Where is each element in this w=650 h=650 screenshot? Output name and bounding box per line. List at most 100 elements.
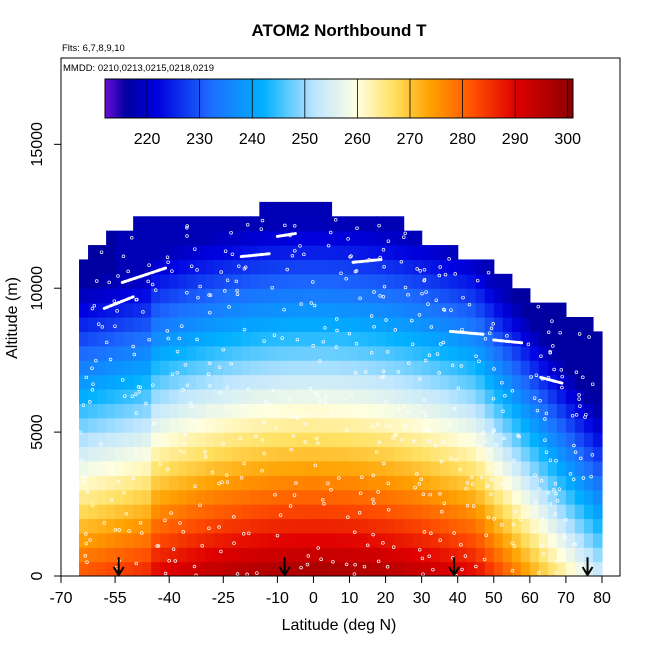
heat-cell	[223, 475, 233, 491]
heat-cell	[547, 460, 558, 476]
colorbar-cell	[325, 79, 329, 118]
heat-cell	[286, 288, 297, 304]
sample-point	[403, 423, 408, 428]
sample-point	[353, 562, 357, 567]
sample-point	[299, 565, 303, 570]
heat-cell	[124, 345, 134, 361]
heat-cell	[421, 317, 432, 332]
heat-cell	[241, 345, 251, 361]
sample-point	[81, 403, 86, 407]
heat-cell	[124, 489, 134, 505]
heat-cell	[142, 331, 152, 347]
heat-cell	[142, 547, 152, 563]
heat-cell	[115, 547, 125, 563]
heat-cell	[160, 561, 170, 576]
sample-point	[393, 328, 398, 332]
heat-cell	[286, 374, 297, 390]
sample-point	[84, 532, 88, 536]
heat-cell	[430, 331, 441, 347]
heat-cell	[547, 475, 558, 491]
heat-cell	[475, 403, 486, 419]
heat-cell	[394, 388, 405, 404]
heat-cell	[304, 273, 315, 289]
heat-cell	[214, 504, 224, 520]
heat-cell	[439, 374, 450, 390]
heat-cell	[187, 273, 197, 289]
sample-point	[365, 543, 370, 548]
sample-point	[235, 288, 239, 293]
heat-cell	[385, 417, 396, 433]
heat-cell	[466, 475, 477, 491]
heat-cell	[412, 288, 423, 304]
heat-cell	[394, 460, 405, 476]
heat-cell	[394, 403, 405, 419]
heat-cell	[358, 288, 369, 304]
heat-cell	[295, 201, 306, 217]
heat-cell	[394, 259, 405, 275]
heat-cell	[430, 504, 441, 520]
heat-cell	[430, 561, 441, 576]
sample-point	[183, 432, 188, 437]
colorbar-cell	[131, 79, 135, 118]
heat-cell	[313, 201, 324, 217]
colorbar-cell	[515, 79, 519, 118]
heat-cell	[403, 489, 414, 505]
heat-cell	[268, 317, 278, 332]
heat-cell	[232, 547, 242, 563]
sample-point	[489, 477, 494, 481]
heat-cell	[538, 504, 549, 520]
heat-cell	[547, 388, 558, 404]
heat-cell	[205, 547, 215, 563]
sample-point	[318, 359, 322, 363]
heat-cell	[259, 561, 269, 576]
heat-cell	[349, 547, 360, 563]
heat-cell	[493, 561, 504, 576]
colorbar-cell	[246, 79, 251, 118]
sample-point	[540, 377, 545, 381]
heat-cell	[295, 518, 306, 534]
heat-cell	[304, 504, 315, 520]
heat-cell	[475, 475, 486, 491]
sample-point	[219, 270, 223, 274]
heat-cell	[331, 331, 342, 347]
heat-cell	[160, 245, 170, 261]
colorbar-cell	[265, 79, 269, 118]
colorbar-cell	[512, 79, 516, 118]
heat-cell	[106, 403, 116, 419]
heat-cell	[493, 547, 504, 563]
heat-cell	[376, 475, 387, 491]
heat-cell	[502, 518, 513, 534]
flight-track	[275, 232, 297, 238]
colorbar-cell	[454, 79, 458, 118]
colorbar-cell	[383, 79, 387, 118]
heat-cell	[142, 403, 152, 419]
heat-cell	[322, 374, 333, 390]
heat-cell	[196, 288, 206, 304]
heat-cell	[493, 532, 504, 548]
heat-cell	[268, 518, 278, 534]
heat-cell	[205, 417, 215, 433]
heat-cell	[295, 417, 306, 433]
heat-cell	[313, 504, 324, 520]
sample-point	[536, 304, 541, 309]
heat-cell	[502, 302, 513, 318]
heat-cell	[277, 245, 288, 261]
sample-point	[264, 400, 268, 404]
colorbar-cell	[212, 79, 216, 118]
sample-point	[499, 483, 504, 487]
sample-point	[234, 279, 239, 284]
sample-point	[438, 342, 443, 346]
heat-cell	[502, 374, 513, 390]
heat-cell	[349, 345, 360, 361]
colorbar-cell	[199, 79, 203, 118]
heat-cell	[349, 417, 360, 433]
heat-cell	[304, 331, 315, 347]
sample-point	[442, 307, 446, 312]
heat-cell	[520, 504, 531, 520]
heat-cell	[583, 345, 594, 361]
sample-point	[554, 559, 558, 564]
sample-point	[587, 335, 591, 339]
sample-point	[353, 371, 358, 375]
heat-cell	[169, 432, 179, 448]
heat-cell	[295, 475, 306, 491]
